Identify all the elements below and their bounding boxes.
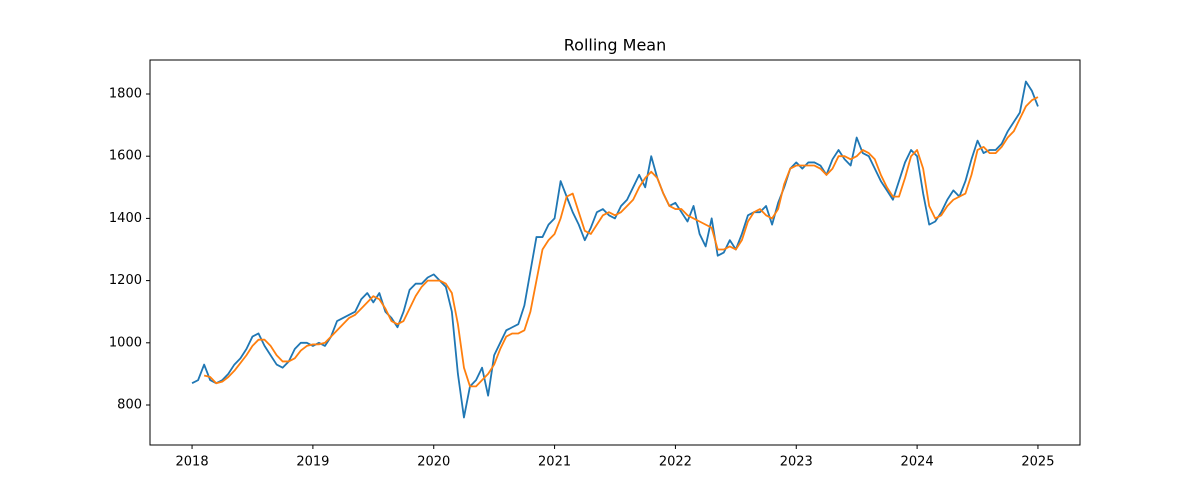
x-tick-label: 2023: [780, 455, 813, 470]
plot-frame: [149, 59, 1081, 446]
series-line: [191, 80, 1039, 419]
x-tick-label: 2021: [538, 455, 571, 470]
y-tick-label: 1200: [109, 273, 142, 288]
y-tick-label: 1000: [109, 335, 142, 350]
chart-title: Rolling Mean: [564, 36, 667, 55]
x-tick-label: 2018: [176, 455, 209, 470]
y-tick-label: 1800: [109, 86, 142, 101]
x-tick-label: 2024: [901, 455, 934, 470]
y-tick-label: 1600: [109, 149, 142, 164]
x-tick-label: 2019: [296, 455, 329, 470]
x-tick-label: 2020: [417, 455, 450, 470]
x-tick-label: 2022: [659, 455, 692, 470]
x-tick-label: 2025: [1021, 455, 1054, 470]
series-line: [203, 96, 1039, 388]
y-tick-label: 800: [117, 398, 142, 413]
y-tick-label: 1400: [109, 211, 142, 226]
